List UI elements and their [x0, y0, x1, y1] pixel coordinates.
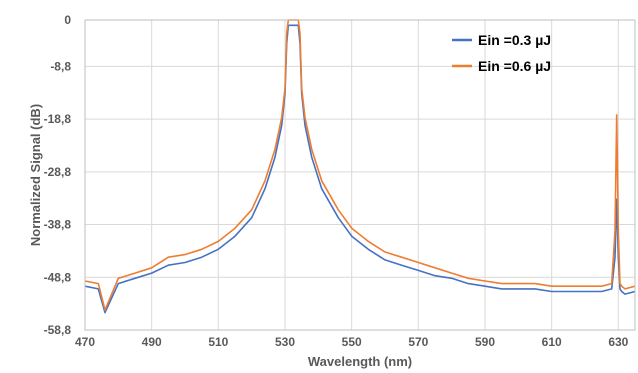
x-tick-label: 570	[408, 335, 428, 349]
x-axis-title: Wavelength (nm)	[308, 354, 412, 369]
legend-label-1: Ein =0.3 µJ	[478, 32, 551, 48]
x-tick-label: 530	[275, 335, 295, 349]
x-tick-label: 550	[342, 335, 362, 349]
series-line-2	[84, 19, 636, 311]
y-tick-label: -8,8	[50, 59, 71, 73]
y-tick-label: 0	[64, 13, 71, 27]
x-axis-ticks: 470 490 510 530 550 570 590 610 630	[75, 335, 629, 349]
y-tick-label: -48,8	[44, 270, 72, 284]
x-tick-label: 630	[608, 335, 628, 349]
plot-area-border	[84, 19, 636, 331]
x-tick-label: 490	[142, 335, 162, 349]
legend: Ein =0.3 µJ Ein =0.6 µJ	[452, 32, 551, 74]
x-tick-label: 510	[208, 335, 228, 349]
series-layer	[84, 19, 636, 314]
y-tick-label: -18,8	[44, 112, 72, 126]
series-line-1	[84, 24, 636, 314]
legend-label-2: Ein =0.6 µJ	[478, 58, 551, 74]
x-tick-label: 590	[475, 335, 495, 349]
y-tick-label: -58,8	[44, 323, 72, 337]
y-tick-label: -28,8	[44, 165, 72, 179]
x-tick-label: 470	[75, 335, 95, 349]
y-tick-label: -38,8	[44, 218, 72, 232]
y-axis-title: Normalized Signal (dB)	[28, 104, 43, 246]
x-tick-label: 610	[542, 335, 562, 349]
y-axis-ticks: 0 -8,8 -18,8 -28,8 -38,8 -48,8 -58,8	[44, 13, 72, 337]
